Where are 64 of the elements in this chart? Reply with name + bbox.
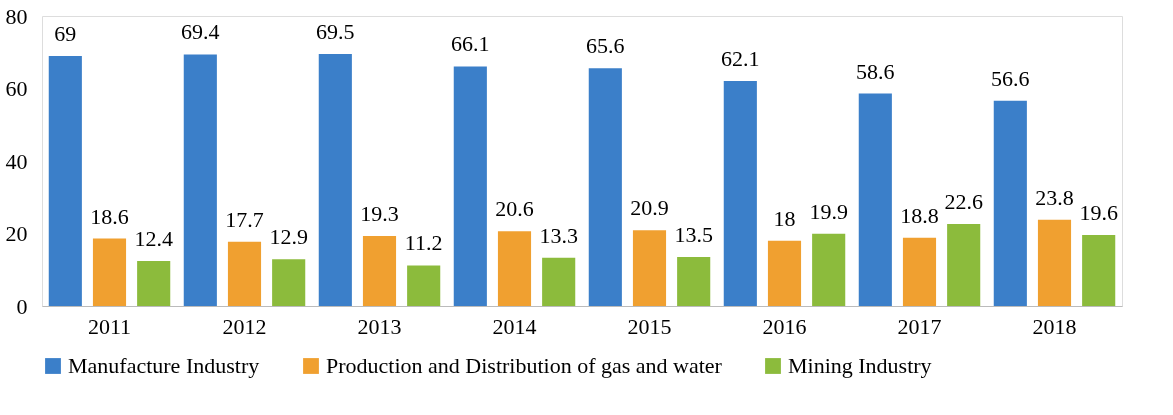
bar bbox=[1037, 219, 1072, 306]
data-label: 69.4 bbox=[181, 19, 220, 45]
bar bbox=[723, 80, 757, 306]
x-tick-label: 2011 bbox=[87, 313, 132, 339]
data-label: 20.6 bbox=[495, 196, 534, 222]
bar bbox=[588, 68, 622, 306]
x-tick-label: 2015 bbox=[627, 313, 672, 339]
bar bbox=[48, 55, 82, 306]
bar bbox=[183, 54, 217, 306]
data-label: 12.4 bbox=[134, 226, 173, 252]
data-label: 69 bbox=[54, 20, 77, 46]
data-label: 23.8 bbox=[1035, 184, 1074, 210]
x-tick-label: 2016 bbox=[762, 313, 807, 339]
data-label: 58.6 bbox=[856, 58, 895, 84]
bar bbox=[362, 236, 397, 306]
bar bbox=[677, 257, 711, 306]
legend-label: Manufacture Industry bbox=[68, 353, 260, 378]
data-label: 19.6 bbox=[1079, 199, 1118, 225]
bar bbox=[407, 265, 441, 306]
data-label: 12.9 bbox=[269, 224, 308, 250]
bar bbox=[902, 237, 937, 306]
x-tick-label: 2014 bbox=[492, 313, 537, 339]
y-tick-label: 80 bbox=[5, 3, 28, 29]
data-label: 18 bbox=[773, 205, 796, 231]
bar bbox=[993, 100, 1027, 306]
y-tick-label: 60 bbox=[5, 76, 28, 101]
bar bbox=[227, 241, 262, 306]
bar bbox=[947, 224, 981, 306]
bar bbox=[137, 261, 171, 306]
data-label: 56.6 bbox=[991, 65, 1030, 91]
data-label: 18.8 bbox=[900, 202, 939, 228]
data-label: 19.9 bbox=[809, 198, 848, 224]
bar bbox=[272, 259, 306, 306]
data-label: 17.7 bbox=[225, 206, 264, 232]
data-label: 19.3 bbox=[360, 201, 399, 227]
data-label: 62.1 bbox=[721, 45, 760, 71]
bar bbox=[812, 233, 846, 306]
data-label: 18.6 bbox=[90, 203, 129, 229]
bar bbox=[858, 93, 892, 306]
bar bbox=[767, 240, 802, 306]
x-tick-label: 2017 bbox=[897, 313, 942, 339]
bar bbox=[318, 54, 352, 306]
bar bbox=[453, 66, 487, 306]
y-tick-label: 20 bbox=[5, 221, 28, 246]
data-label: 69.5 bbox=[316, 19, 355, 45]
data-label: 22.6 bbox=[944, 189, 983, 215]
bar bbox=[1082, 234, 1116, 306]
x-tick-label: 2018 bbox=[1032, 313, 1077, 339]
data-label: 20.9 bbox=[630, 195, 669, 221]
x-tick-label: 2012 bbox=[222, 313, 267, 339]
data-label: 65.6 bbox=[586, 33, 625, 59]
bar bbox=[542, 257, 576, 306]
bar bbox=[92, 238, 127, 306]
bar bbox=[632, 230, 667, 306]
legend-label: Production and Distribution of gas and water bbox=[326, 353, 723, 378]
bar bbox=[497, 231, 532, 306]
data-label: 13.3 bbox=[539, 222, 578, 248]
data-label: 66.1 bbox=[451, 31, 490, 57]
y-tick-label: 0 bbox=[16, 293, 28, 319]
x-tick-label: 2013 bbox=[357, 313, 402, 339]
legend-label: Mining Industry bbox=[788, 353, 932, 378]
data-label: 13.5 bbox=[674, 222, 713, 248]
data-label: 11.2 bbox=[404, 230, 443, 256]
y-tick-label: 40 bbox=[5, 148, 28, 174]
